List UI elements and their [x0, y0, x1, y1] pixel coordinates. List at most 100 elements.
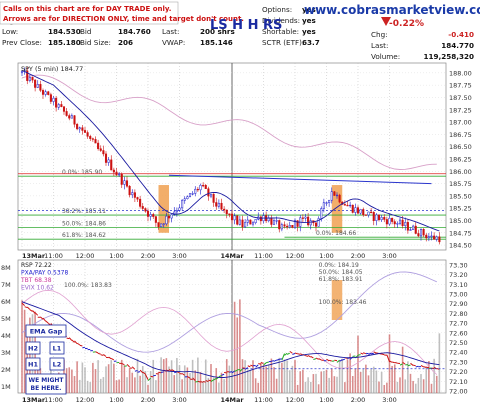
price-x-tick: 1:00 [319, 252, 334, 260]
volume-right-tick: 72.50 [449, 339, 468, 347]
volume-bar [383, 385, 385, 393]
candle-body [320, 209, 322, 219]
candle-body [208, 189, 210, 196]
volume-right-tick: 73.30 [449, 261, 468, 269]
volume-x-tick: 3:00 [382, 396, 397, 404]
volume-left-tick: 7M [1, 281, 11, 289]
volume-bar [89, 382, 91, 393]
price-x-tick: 12:00 [286, 252, 305, 260]
candle-body [37, 84, 39, 87]
volume-x-tick: 2:00 [141, 396, 156, 404]
volume-bar [344, 382, 346, 393]
volume-bar [420, 374, 422, 393]
l2-label: L2 [53, 361, 62, 369]
pattern-title: LS H H RS [210, 18, 282, 33]
candle-body [95, 139, 97, 143]
volume-bar [97, 360, 99, 393]
rsp-segment [266, 362, 269, 363]
candle-body [289, 225, 291, 227]
candle-body [110, 160, 112, 170]
candle-body [229, 214, 231, 215]
volume-bar [184, 365, 186, 393]
candle-body [376, 215, 378, 221]
candle-body [100, 149, 102, 151]
candle-body [402, 220, 404, 226]
candle-body [92, 139, 94, 140]
website-label: www.cobrasmarketview.com [304, 3, 480, 17]
volume-bar [299, 371, 301, 393]
rsp-segment [224, 372, 227, 373]
volume-bar [105, 366, 107, 393]
candle-body [242, 220, 244, 227]
rsp-segment [413, 365, 416, 366]
lower-legend-item: EVIX 10.62 [21, 285, 54, 292]
candle-body [152, 214, 154, 216]
candle-body [399, 220, 401, 223]
candle-body [383, 217, 385, 219]
candle-body [55, 98, 57, 107]
volume-bar [87, 381, 89, 393]
volume-bar [126, 377, 128, 393]
candle-body [284, 225, 286, 226]
candle-body [74, 116, 76, 125]
candle-body [121, 174, 123, 184]
fib-label: 0.0%: 185.90 [62, 169, 102, 176]
candle-body [50, 95, 52, 102]
candle-body [34, 80, 36, 87]
volume-bar [131, 373, 133, 393]
candle-body [433, 236, 435, 239]
volume-right-tick: 72.10 [449, 378, 468, 386]
volume-bar [307, 377, 309, 393]
candle-body [187, 197, 189, 199]
volume-x-tick: 12:00 [76, 396, 95, 404]
volume-bar [412, 381, 414, 393]
candle-body [116, 172, 118, 175]
candle-body [255, 219, 257, 222]
volume-bar [370, 369, 372, 393]
candle-body [273, 220, 275, 224]
price-y-tick: 187.75 [449, 82, 472, 90]
right-field-value: -0.410 [448, 30, 474, 39]
price-y-tick: 186.75 [449, 131, 472, 139]
candle-body [365, 215, 367, 216]
volume-left-tick: 8M [1, 264, 11, 272]
candle-body [423, 229, 425, 235]
volume-bar [155, 380, 157, 393]
candle-body [147, 211, 149, 216]
volume-bar [310, 382, 312, 393]
candle-body [307, 217, 309, 225]
volume-bar [365, 365, 367, 393]
volume-right-tick: 72.20 [449, 368, 468, 376]
volume-bar [236, 317, 238, 393]
volume-bar [218, 383, 220, 393]
candle-body [113, 170, 115, 172]
candle-body [360, 209, 362, 213]
candle-body [79, 128, 81, 129]
candle-body [326, 203, 328, 204]
fib-label: 50.0%: 184.86 [62, 220, 106, 227]
header-field-label: Prev Close: [2, 38, 42, 47]
header-field-value: 185.180 [48, 38, 81, 47]
volume-bar [276, 379, 278, 393]
volume-bar [418, 378, 420, 393]
candle-body [244, 222, 246, 227]
rsp-segment [161, 372, 164, 373]
price-y-tick: 187.50 [449, 94, 472, 102]
volume-bar [355, 369, 357, 393]
candle-body [391, 218, 393, 221]
price-x-tick: 1:00 [109, 252, 124, 260]
volume-bar [24, 310, 26, 393]
volume-bar [328, 378, 330, 393]
candle-body [108, 160, 110, 163]
candle-body [82, 128, 84, 131]
rsp-segment [424, 367, 427, 368]
volume-bar [423, 379, 425, 393]
candle-body [89, 136, 91, 138]
volume-left-tick: 6M [1, 298, 11, 306]
right-field-value: 119,258,320 [424, 52, 474, 61]
candle-body [302, 218, 304, 219]
volume-bar [142, 366, 144, 393]
candle-body [189, 193, 191, 196]
